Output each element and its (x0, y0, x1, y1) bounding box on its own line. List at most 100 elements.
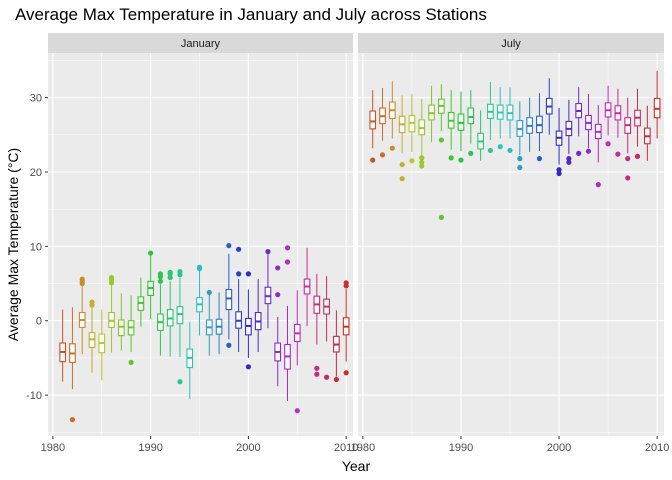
box-1988 (438, 84, 445, 220)
facet-panel-january: January 1980 1990 2000 2010 (41, 33, 358, 454)
box-iqr (176, 306, 184, 325)
box-iqr (117, 319, 125, 337)
outlier-point (167, 269, 173, 275)
x-tick-label: 1980 (41, 442, 65, 454)
x-tick-label: 2010 (334, 442, 358, 454)
box-1999 (235, 246, 242, 352)
facet-strip-label: July (501, 38, 521, 50)
outlier-point (497, 144, 503, 150)
outlier-point (468, 150, 474, 156)
box-2010 (342, 280, 350, 376)
outlier-point (517, 156, 523, 162)
outlier-point (294, 408, 300, 414)
outlier-point (226, 243, 232, 249)
outlier-point (399, 176, 405, 182)
outlier-point (517, 164, 523, 171)
box-1996 (205, 289, 213, 356)
facet-strip-label: January (181, 38, 221, 50)
box-1985 (98, 309, 106, 381)
outlier-point (284, 259, 291, 265)
box-2004 (284, 245, 291, 402)
outlier-point (314, 365, 320, 371)
box-1982 (379, 87, 386, 158)
outlier-point (556, 167, 562, 173)
outlier-point (343, 370, 349, 376)
box-iqr (369, 110, 377, 130)
box-1981 (59, 309, 67, 382)
box-1992 (166, 269, 174, 357)
box-2006 (303, 247, 311, 326)
box-2005 (293, 290, 301, 414)
box-2008 (634, 88, 641, 159)
box-1989 (447, 90, 455, 161)
box-2002 (264, 248, 272, 329)
outlier-point (333, 376, 339, 383)
outlier-point (625, 156, 631, 162)
box-1998 (536, 93, 543, 162)
box-1990 (457, 91, 465, 163)
box-1986 (418, 99, 426, 169)
outlier-point (419, 159, 425, 165)
x-tick-label: 1990 (138, 442, 162, 454)
box-2009 (333, 310, 340, 383)
box-1993 (176, 269, 184, 385)
outlier-point (206, 289, 212, 296)
box-2008 (323, 276, 330, 380)
outlier-point (458, 157, 464, 163)
box-2001 (254, 279, 262, 352)
x-axis-title: Year (342, 458, 371, 474)
outlier-point (370, 157, 376, 163)
box-1983 (388, 81, 396, 151)
y-tick-label: 0 (36, 316, 42, 328)
outlier-point (625, 175, 631, 181)
box-1990 (147, 250, 154, 320)
outlier-point (438, 137, 444, 143)
box-1995 (506, 87, 514, 154)
box-1994 (186, 322, 194, 399)
box-2001 (565, 99, 573, 165)
box-1983 (78, 276, 86, 355)
outlier-point (389, 145, 395, 151)
outlier-point (245, 364, 252, 370)
box-1985 (408, 93, 416, 164)
x-tick-label: 2000 (547, 442, 571, 454)
outlier-point (148, 250, 154, 256)
outlier-point (556, 170, 562, 177)
outlier-point (634, 153, 641, 159)
box-1991 (157, 271, 164, 356)
box-1986 (108, 274, 115, 353)
box-2007 (624, 97, 632, 181)
facet-strip (48, 33, 353, 53)
outlier-point (157, 271, 164, 277)
box-1988 (127, 295, 135, 365)
box-2009 (643, 105, 651, 161)
box-2000 (555, 108, 563, 177)
outlier-point (615, 151, 621, 157)
box-1996 (516, 101, 524, 171)
outlier-point (448, 155, 454, 161)
outlier-point (157, 278, 164, 284)
outlier-point (177, 269, 183, 275)
box-1997 (215, 292, 223, 355)
outlier-point (196, 264, 203, 270)
box-1984 (398, 95, 406, 182)
outlier-point (419, 155, 425, 161)
box-2002 (575, 87, 583, 156)
outlier-point (576, 150, 582, 156)
x-tick-label: 1990 (449, 442, 473, 454)
chart-title: Average Max Temperature in January and J… (15, 5, 487, 24)
outlier-point (265, 248, 271, 255)
outlier-point (566, 156, 572, 162)
outlier-point (314, 371, 320, 377)
outlier-point (284, 245, 291, 251)
outlier-point (236, 271, 242, 277)
outlier-point (128, 359, 134, 365)
outlier-point (585, 148, 592, 154)
box-1984 (88, 299, 96, 373)
box-1994 (496, 87, 504, 150)
box-2010 (653, 70, 661, 139)
box-2007 (313, 273, 321, 377)
box-2003 (274, 265, 282, 387)
box-2003 (585, 93, 592, 154)
